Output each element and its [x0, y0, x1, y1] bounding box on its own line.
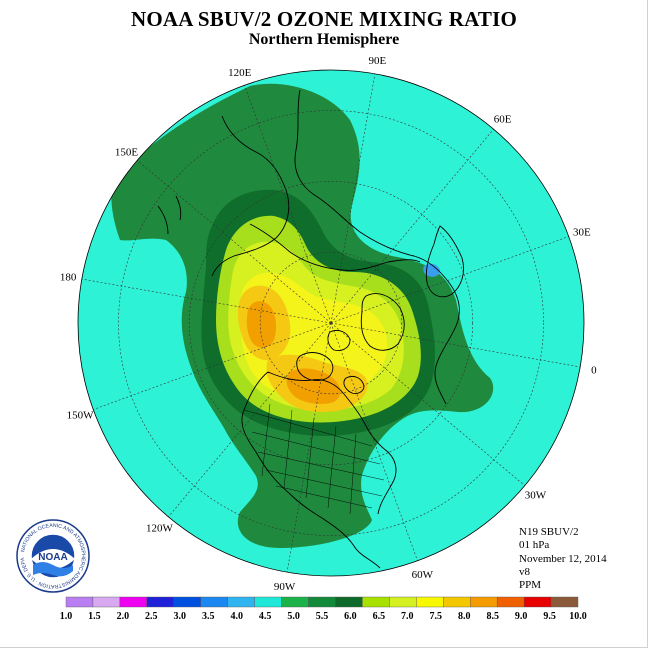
colorbar-tick-label: 4.0 — [230, 611, 243, 622]
colorbar-swatch — [281, 596, 309, 608]
coastline-japan — [157, 195, 182, 235]
colorbar-tick-label: 8.0 — [458, 611, 471, 622]
longitude-label: 30E — [573, 227, 591, 239]
info-date: November 12, 2014 — [519, 552, 607, 565]
coastline-greenland — [360, 293, 405, 351]
longitude-label: 90W — [274, 581, 296, 593]
contour-blue-patch — [423, 263, 440, 277]
colorbar-swatch — [308, 596, 336, 608]
colorbar-tick-label: 2.0 — [117, 611, 130, 622]
colorbar-tick-label: 3.0 — [174, 611, 187, 622]
info-satellite: N19 SBUV/2 — [519, 526, 579, 538]
page-title: NOAA SBUV/2 OZONE MIXING RATIO — [131, 7, 517, 31]
colorbar-swatch — [92, 596, 121, 608]
political-boundaries — [243, 403, 385, 515]
colorbar-swatch — [470, 596, 498, 608]
colorbar-swatch — [146, 596, 174, 608]
longitude-label: 150W — [67, 409, 95, 421]
colorbar-swatch — [254, 596, 282, 608]
longitude-label: 180 — [60, 272, 77, 284]
latitude-circle-2 — [189, 181, 473, 465]
colorbar-swatch — [173, 596, 201, 608]
longitude-label: 60E — [494, 114, 512, 126]
colorbar-swatch — [119, 596, 148, 608]
colorbar-swatch — [227, 596, 255, 608]
longitude-label: 120E — [228, 67, 252, 79]
contour-8-0-west — [246, 301, 277, 348]
colorbar-swatch — [389, 596, 417, 608]
colorbar-swatch — [335, 596, 363, 608]
colorbar-swatch — [496, 596, 525, 608]
coastline-asia-east — [211, 115, 290, 277]
colorbar-swatch — [200, 596, 228, 608]
colorbar-tick-label: 7.5 — [430, 611, 443, 622]
longitude-label: 90E — [369, 55, 387, 67]
info-panel: N19 SBUV/2 01 hPa November 12, 2014 v8 P… — [519, 526, 607, 592]
colorbar-tick-label: 5.5 — [316, 611, 329, 622]
colorbar-swatch — [65, 596, 94, 608]
boundary-lines — [243, 403, 385, 515]
colorbar-swatch — [416, 596, 444, 608]
info-level: 01 hPa — [519, 539, 550, 552]
colorbar-tick-label: 1.5 — [88, 611, 101, 622]
colorbar-tick-label: 8.5 — [486, 611, 499, 622]
noaa-logo: NATIONAL OCEANIC AND ATMOSPHERIC ADMINIS… — [16, 519, 90, 593]
colorbar-tick-label: 9.0 — [515, 611, 528, 622]
coastlines — [157, 89, 464, 569]
colorbar-tick-label: 2.5 — [145, 611, 158, 622]
graticule — [81, 73, 581, 573]
info-version: v8 — [519, 565, 530, 578]
colorbar-tick-label: 6.5 — [373, 611, 386, 622]
longitude-labels: 90E 60E 30E 0 30W 60W 90W 120W 150W 180 150E 120E — [60, 55, 597, 593]
longitude-label: 150E — [115, 146, 139, 158]
colorbar: 1.0 1.5 2.0 2.5 3.0 3.5 4.0 4.5 5.0 5.5 6.0 6.5 7.0 7… — [60, 596, 587, 622]
colorbar-swatch — [362, 596, 390, 608]
colorbar-swatch — [550, 596, 579, 608]
colorbar-tick-label: 9.5 — [543, 611, 556, 622]
map-border — [77, 69, 585, 577]
coastline-arctic-islands — [296, 329, 365, 395]
latitude-circle-3 — [118, 110, 544, 536]
colorbar-tick-label: 10.0 — [569, 611, 587, 622]
coastline-scandinavia — [425, 225, 464, 298]
contour-8-0-center — [286, 368, 341, 404]
page-subtitle: Northern Hemisphere — [248, 31, 400, 48]
longitude-label: 0 — [591, 364, 597, 376]
colorbar-tick-label: 3.5 — [202, 611, 215, 622]
longitude-label: 30W — [525, 490, 547, 502]
coastline-eurasia — [249, 89, 460, 405]
info-units: PPM — [519, 579, 542, 592]
longitude-label: 60W — [412, 569, 434, 581]
colorbar-swatch — [443, 596, 471, 608]
colorbar-tick-label: 4.5 — [259, 611, 272, 622]
longitude-label: 120W — [146, 523, 174, 535]
colorbar-tick-label: 5.0 — [287, 611, 300, 622]
latitude-circle-1 — [259, 251, 403, 395]
colorbar-tick-label: 7.0 — [401, 611, 414, 622]
colorbar-swatch — [523, 596, 552, 608]
colorbar-tick-label: 6.0 — [344, 611, 357, 622]
ozone-contours — [111, 83, 494, 548]
logo-text: NOAA — [38, 552, 67, 563]
colorbar-tick-label: 1.0 — [60, 611, 73, 622]
